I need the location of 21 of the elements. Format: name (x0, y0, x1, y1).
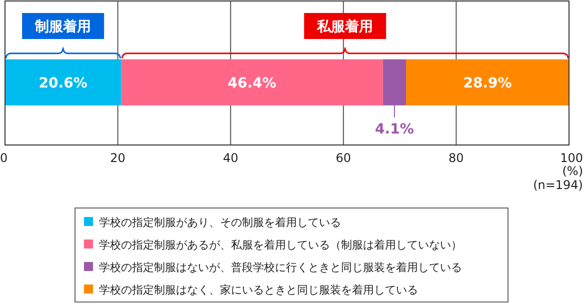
x-tick-label: 40 (222, 151, 238, 165)
x-tick-label: 100 (560, 151, 583, 165)
data-label: 4.1% (375, 121, 414, 138)
x-tick-label: 60 (336, 151, 352, 165)
学校の指定制服はなく、家にいるときと同じ服装を着用している: 28.9% (406, 59, 569, 106)
x-tick-label: 0 (0, 151, 8, 165)
x-tick-label: 20 (110, 151, 126, 165)
legend-label: 学校の指定制服はなく、家にいるときと同じ服装を着用している (99, 284, 418, 296)
legend-label: 学校の指定制服はないが、普段学校に行くときと同じ服装を着用している (99, 261, 462, 274)
x-tick-label: 80 (448, 151, 464, 165)
text: (n=194) (533, 178, 583, 192)
data-label: 20.6% (38, 75, 88, 92)
legend-label: 学校の指定制服があり、その制服を着用している (99, 216, 341, 229)
学校の指定制服があり、その制服を着用している: 20.6% (5, 59, 122, 106)
x-axis-title: (%) (562, 164, 583, 178)
annotation: 私服着用 (316, 18, 374, 35)
data-label: 28.9% (463, 75, 512, 92)
学校の指定制服があるが、私服を着用している（制服は着用していない）: 46.4% (121, 59, 383, 106)
annotation: 制服着用 (34, 18, 92, 35)
legend-label: 学校の指定制服があるが、私服を着用している（制服は着用していない） (99, 238, 462, 252)
data-label: 46.4% (228, 75, 276, 92)
